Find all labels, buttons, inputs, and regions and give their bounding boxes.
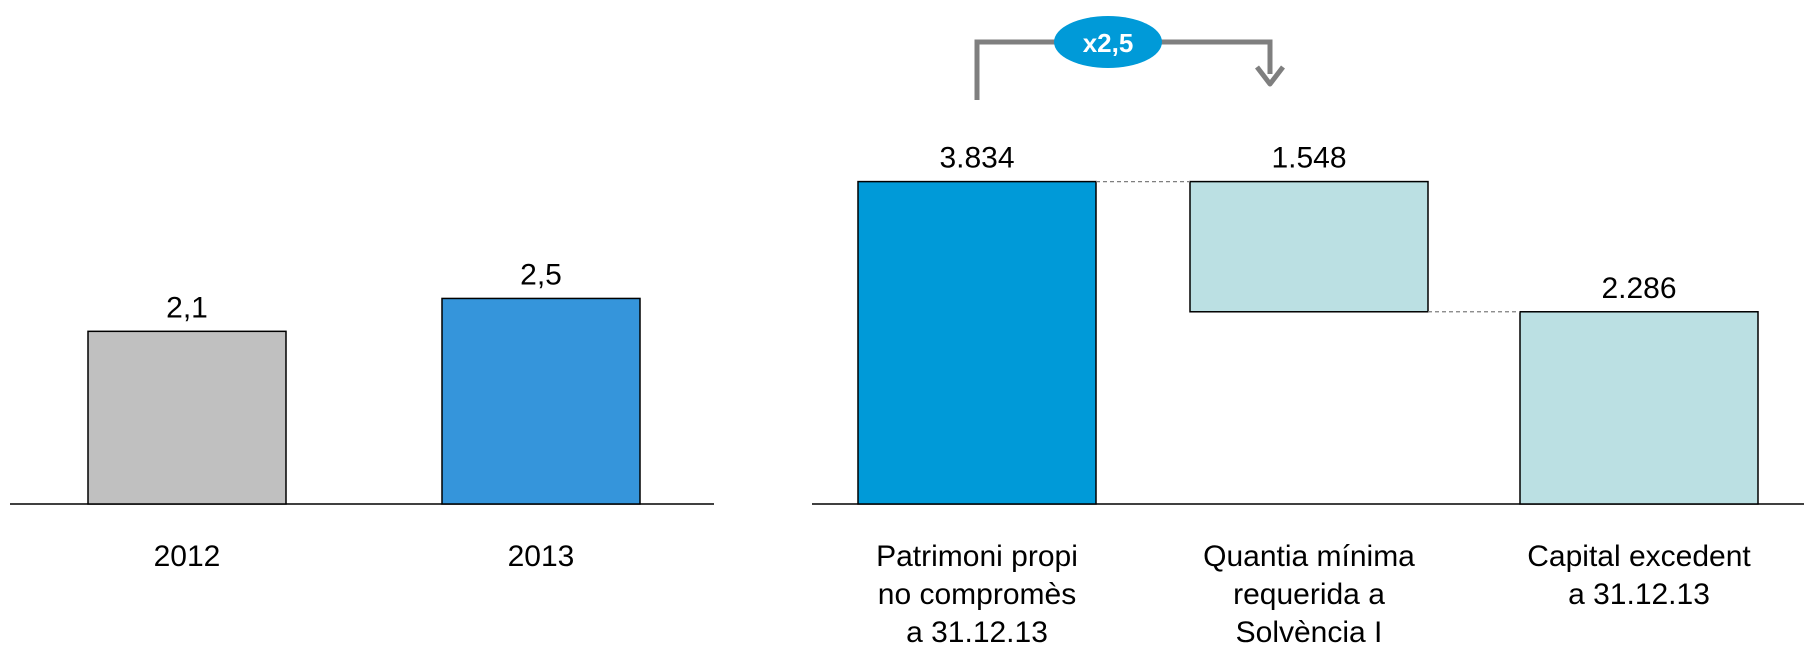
waterfall-data-label-3: 2.286 — [1601, 272, 1676, 305]
waterfall-category-label-2-line-1: Quantia mínima — [1203, 540, 1415, 573]
waterfall-bar-2 — [1189, 180, 1429, 313]
bar-2012 — [87, 330, 287, 505]
waterfall-bar-1 — [857, 180, 1097, 505]
waterfall-category-label-3-line-2: a 31.12.13 — [1568, 578, 1710, 611]
arrow-head-icon — [1255, 65, 1285, 87]
multiplier-badge — [1054, 16, 1162, 68]
x-tick-label-2013: 2013 — [508, 540, 575, 573]
x-tick-label-2012: 2012 — [154, 540, 221, 573]
bar-2013 — [441, 297, 641, 505]
waterfall-category-label-3-line-1: Capital excedent — [1527, 540, 1751, 573]
waterfall-category-label-2-line-3: Solvència I — [1236, 616, 1383, 646]
waterfall-data-label-2: 1.548 — [1271, 142, 1346, 175]
data-label-2013: 2,5 — [520, 258, 562, 291]
data-label-2012: 2,1 — [166, 291, 208, 324]
waterfall-category-label-1-line-3: a 31.12.13 — [906, 616, 1048, 646]
waterfall-bar-3 — [1519, 311, 1759, 505]
waterfall-data-label-1: 3.834 — [939, 142, 1014, 175]
multiplier-badge-text: x2,5 — [1083, 28, 1134, 58]
waterfall-category-label-1-line-2: no compromès — [878, 578, 1076, 611]
waterfall-category-label-1-line-1: Patrimoni propi — [876, 540, 1078, 573]
waterfall-category-label-2-line-2: requerida a — [1233, 578, 1385, 611]
